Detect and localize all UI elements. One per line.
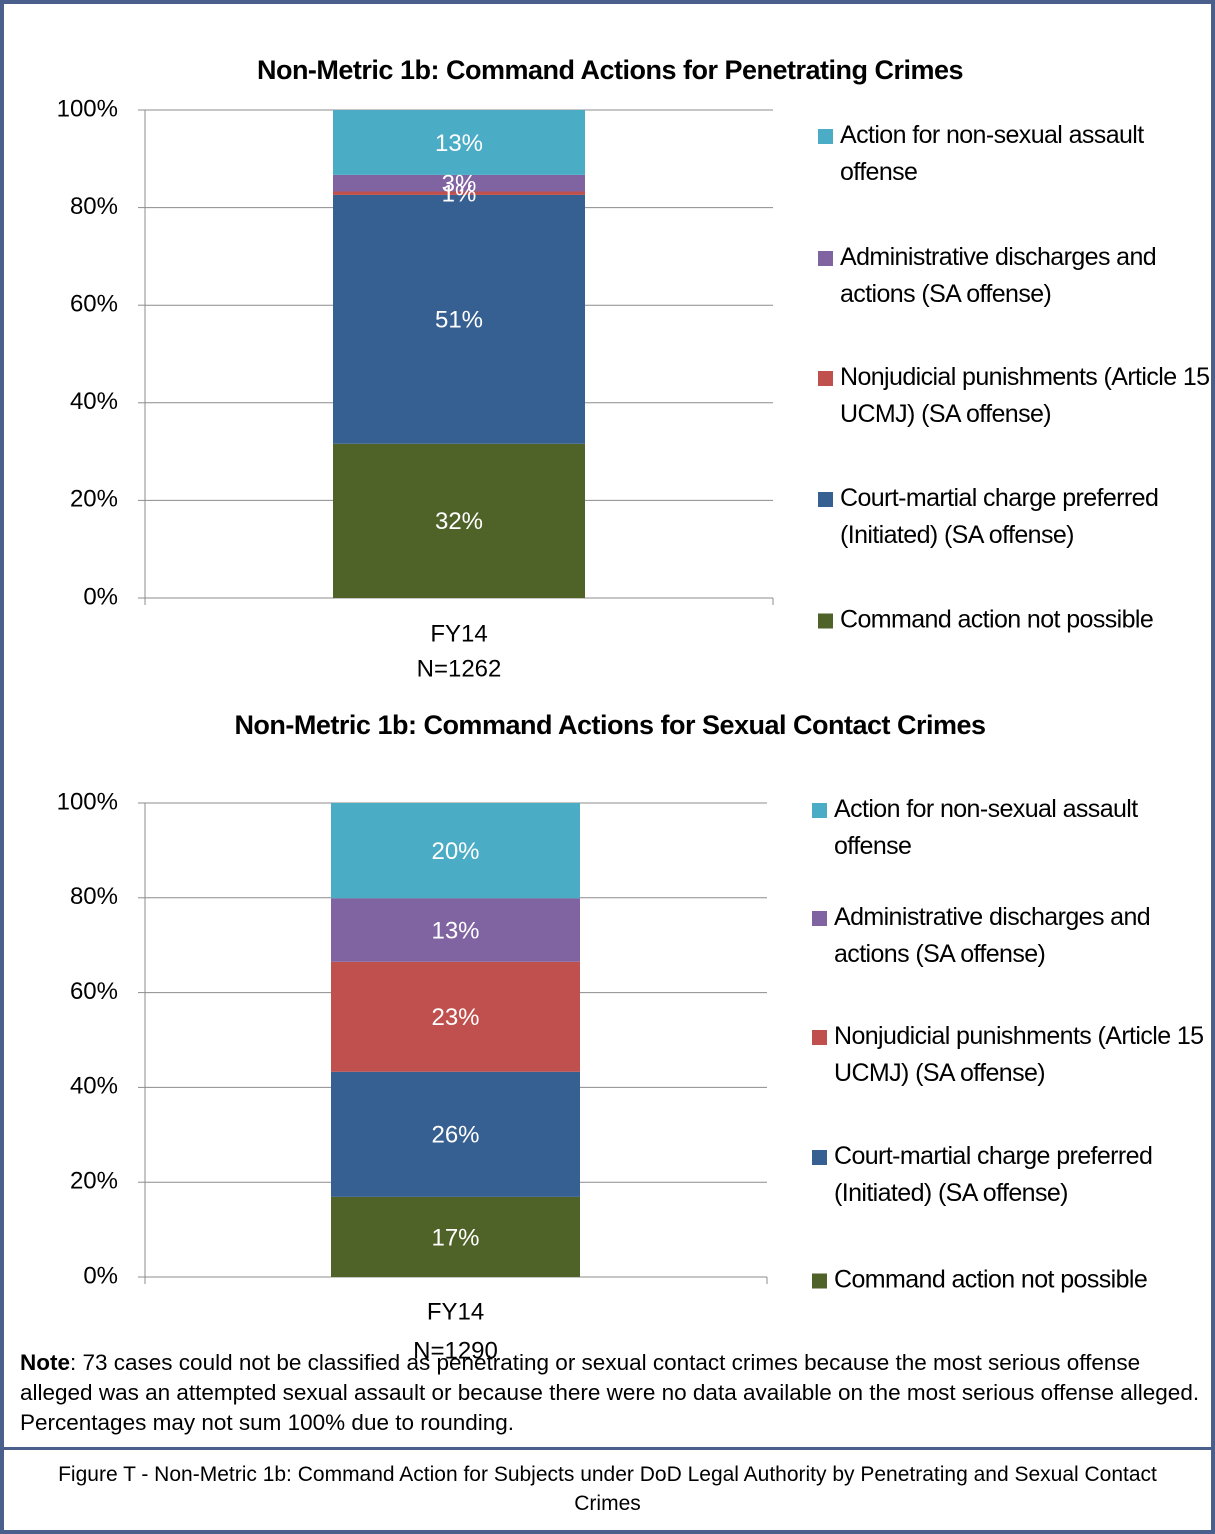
legend-item: Action for non-sexual assault offense	[818, 117, 1210, 191]
bar-segment	[333, 191, 585, 195]
legend-item: Court-martial charge preferred (Initiate…	[812, 1138, 1204, 1212]
legend-swatch	[812, 803, 827, 818]
legend-label: Nonjudicial punishments (Article 15 UCMJ…	[840, 363, 1210, 428]
y-tick-label: 80%	[70, 193, 118, 220]
bar-segment	[333, 194, 585, 444]
data-label: 3%	[442, 171, 477, 198]
legend-label: Command action not possible	[840, 605, 1154, 634]
legend-item: Command action not possible	[812, 1262, 1204, 1299]
bar-segment	[331, 961, 580, 1072]
bar-segment	[331, 898, 580, 962]
legend-label: Court-martial charge preferred (Initiate…	[840, 484, 1159, 549]
y-tick-label: 60%	[70, 978, 118, 1005]
legend-swatch	[812, 1273, 827, 1289]
x-tick-label: FY14	[427, 1298, 484, 1325]
caption: Figure T - Non-Metric 1b: Command Action…	[58, 1463, 1157, 1515]
data-label: 13%	[431, 917, 479, 944]
note-label: Note	[20, 1350, 70, 1375]
legend-swatch	[818, 129, 833, 144]
y-tick-label: 20%	[70, 486, 118, 513]
y-tick-label: 40%	[70, 388, 118, 415]
legend-item: Nonjudicial punishments (Article 15 UCMJ…	[812, 1018, 1204, 1092]
bar-segment	[333, 110, 585, 175]
legend-item: Administrative discharges and actions (S…	[818, 239, 1210, 313]
legend-item: Nonjudicial punishments (Article 15 UCMJ…	[818, 359, 1210, 433]
legend-label: Administrative discharges and actions (S…	[834, 903, 1151, 968]
legend-swatch	[812, 911, 827, 926]
legend-swatch	[818, 613, 833, 629]
legend-swatch	[818, 371, 833, 386]
note-text: : 73 cases could not be classified as pe…	[20, 1350, 1200, 1435]
legend-item: Action for non-sexual assault offense	[812, 791, 1204, 865]
y-tick-label: 100%	[57, 95, 118, 122]
y-tick-label: 0%	[83, 583, 118, 610]
legend-swatch	[812, 1150, 827, 1165]
bar-segment	[331, 803, 580, 899]
legend-item: Court-martial charge preferred (Initiate…	[818, 480, 1210, 554]
data-label: 26%	[431, 1122, 479, 1149]
divider	[4, 1447, 1211, 1450]
legend-swatch	[818, 492, 833, 507]
legend-item: Administrative discharges and actions (S…	[812, 899, 1204, 973]
charts: Non-Metric 1b: Command Actions for Penet…	[57, 55, 986, 1364]
data-label: 1%	[442, 181, 477, 208]
bar-segment	[333, 174, 585, 192]
legend-swatch	[812, 1030, 827, 1045]
x-tick-label: FY14	[430, 620, 487, 647]
legend-label: Nonjudicial punishments (Article 15 UCMJ…	[834, 1022, 1204, 1087]
data-label: 32%	[435, 508, 483, 535]
y-tick-label: 40%	[70, 1073, 118, 1100]
bar-segment	[331, 1196, 580, 1277]
x-tick-note: N=1290	[413, 1337, 498, 1364]
data-label: 20%	[431, 838, 479, 865]
y-tick-label: 60%	[70, 291, 118, 318]
data-label: 51%	[435, 307, 483, 334]
y-tick-label: 100%	[57, 788, 118, 815]
x-tick-note: N=1262	[417, 655, 502, 682]
y-tick-label: 20%	[70, 1168, 118, 1195]
note: Note: 73 cases could not be classified a…	[20, 1348, 1205, 1438]
legend-label: Action for non-sexual assault offense	[834, 795, 1138, 860]
legend-label: Command action not possible	[834, 1265, 1148, 1294]
data-label: 13%	[435, 130, 483, 157]
data-label: 17%	[431, 1224, 479, 1251]
y-tick-label: 0%	[83, 1262, 118, 1289]
chart-title: Non-Metric 1b: Command Actions for Penet…	[257, 55, 963, 85]
legend-swatch	[818, 251, 833, 266]
legend-label: Action for non-sexual assault offense	[840, 121, 1144, 186]
chart-title: Non-Metric 1b: Command Actions for Sexua…	[234, 710, 985, 740]
legend-label: Court-martial charge preferred (Initiate…	[834, 1142, 1153, 1207]
legend-label: Administrative discharges and actions (S…	[840, 243, 1157, 308]
legend-item: Command action not possible	[818, 602, 1210, 639]
data-label: 23%	[431, 1004, 479, 1031]
bar-segment	[331, 1071, 580, 1197]
bar-segment	[333, 443, 585, 598]
y-tick-label: 80%	[70, 883, 118, 910]
